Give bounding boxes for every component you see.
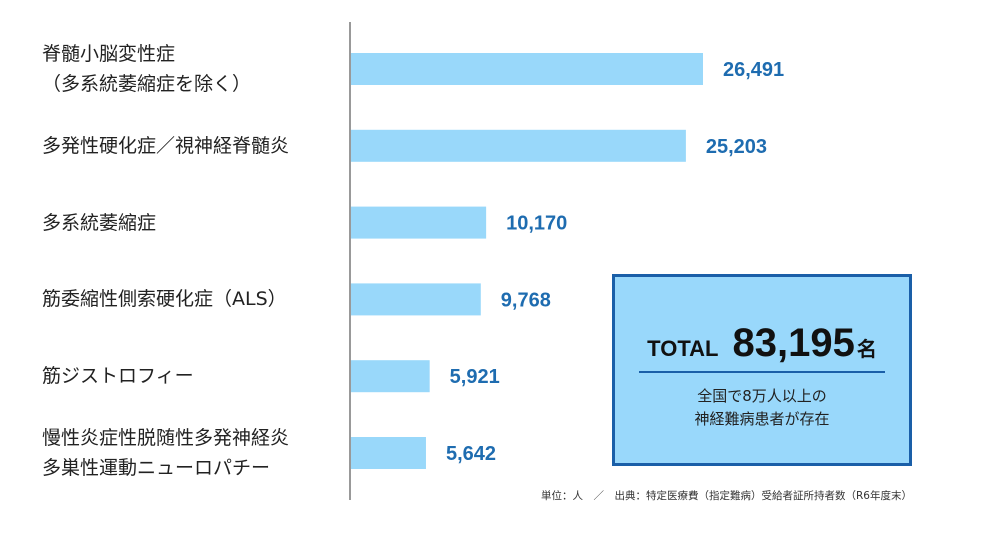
category-axis <box>349 22 351 500</box>
category-label: 多発性硬化症／視神経脊髄炎 <box>42 131 289 161</box>
category-label: 筋ジストロフィー <box>42 361 194 391</box>
value-label: 25,203 <box>706 136 767 158</box>
category-label-line: 脊髄小脳変性症 <box>42 43 176 65</box>
total-note-line: 全国で8万人以上の <box>697 387 827 405</box>
value-label: 5,921 <box>450 366 500 388</box>
bar <box>351 283 481 316</box>
category-label-line: 多巣性運動ニューロパチー <box>42 457 271 479</box>
total-unit: 名 <box>856 339 877 361</box>
category-label: 慢性炎症性脱随性多発神経炎 多巣性運動ニューロパチー <box>42 423 289 483</box>
category-label-line: 多発性硬化症／視神経脊髄炎 <box>42 134 290 157</box>
total-row: TOTAL 83,195 名 <box>615 321 909 366</box>
value-label: 26,491 <box>723 59 784 81</box>
category-label: 筋委縮性側索硬化症（ALS） <box>42 284 287 314</box>
category-label: 脊髄小脳変性症 （多系統萎縮症を除く） <box>42 39 251 99</box>
category-label-line: 筋ジストロフィー <box>42 365 194 388</box>
total-note: 全国で8万人以上の 神経難病患者が存在 <box>615 385 909 431</box>
category-label-line: 慢性炎症性脱随性多発神経炎 <box>42 427 290 449</box>
total-divider <box>639 371 885 373</box>
total-word: TOTAL <box>647 336 719 361</box>
total-number: 83,195 <box>732 321 855 365</box>
category-label-line: （多系統萎縮症を除く） <box>42 73 252 95</box>
value-label: 9,768 <box>501 289 551 311</box>
total-box: TOTAL 83,195 名 全国で8万人以上の 神経難病患者が存在 <box>612 274 912 466</box>
bar <box>351 206 487 239</box>
category-label-line: 多系統萎縮症 <box>42 211 157 234</box>
category-label: 多系統萎縮症 <box>42 208 156 238</box>
bar <box>351 360 430 393</box>
value-label: 10,170 <box>506 213 567 235</box>
bar <box>351 129 686 162</box>
bar <box>351 53 703 85</box>
bar <box>351 437 426 469</box>
footnote: 単位：人 ／ 出典：特定医療費（指定難病）受給者証所持者数（R6年度末） <box>541 490 912 502</box>
value-label: 5,642 <box>446 443 496 465</box>
total-note-line: 神経難病患者が存在 <box>694 410 830 428</box>
category-label-line: 筋委縮性側索硬化症（ALS） <box>42 288 287 311</box>
